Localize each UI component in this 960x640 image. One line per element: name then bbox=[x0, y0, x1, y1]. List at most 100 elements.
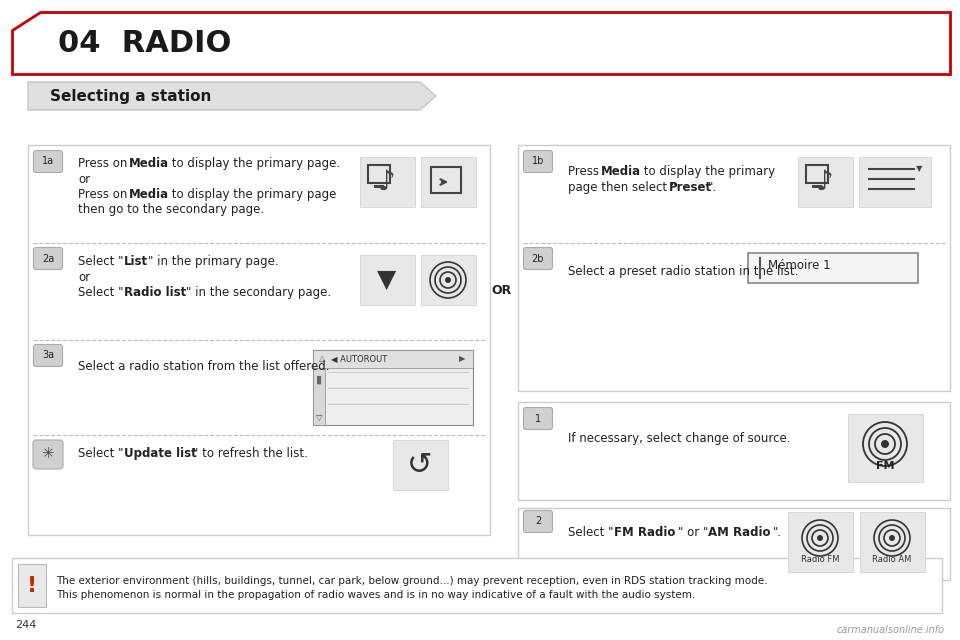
Bar bbox=[860, 512, 925, 572]
Circle shape bbox=[889, 535, 895, 541]
Bar bbox=[518, 508, 950, 580]
Bar bbox=[421, 157, 476, 207]
FancyBboxPatch shape bbox=[523, 511, 553, 532]
Bar bbox=[12, 558, 942, 613]
Text: The exterior environment (hills, buildings, tunnel, car park, below ground...) m: The exterior environment (hills, buildin… bbox=[56, 576, 767, 586]
Text: Select ": Select " bbox=[78, 286, 124, 299]
Text: Radio AM: Radio AM bbox=[873, 556, 912, 564]
Text: ▼: ▼ bbox=[916, 164, 923, 173]
Text: 1b: 1b bbox=[532, 157, 544, 166]
FancyBboxPatch shape bbox=[523, 248, 553, 269]
FancyBboxPatch shape bbox=[33, 440, 63, 469]
Text: 3a: 3a bbox=[42, 351, 54, 360]
Text: ♪: ♪ bbox=[816, 168, 834, 196]
Text: 1a: 1a bbox=[42, 157, 54, 166]
Bar bbox=[806, 165, 828, 183]
Bar bbox=[812, 185, 822, 188]
Text: ▼: ▼ bbox=[377, 268, 396, 292]
Circle shape bbox=[817, 535, 823, 541]
Text: page then select ": page then select " bbox=[568, 181, 676, 194]
Text: Select ": Select " bbox=[568, 526, 613, 539]
Text: Select a preset radio station in the list.: Select a preset radio station in the lis… bbox=[568, 265, 799, 278]
Text: 2a: 2a bbox=[42, 253, 54, 264]
Text: FM: FM bbox=[876, 461, 895, 471]
FancyBboxPatch shape bbox=[34, 344, 62, 367]
Text: to display the primary: to display the primary bbox=[640, 165, 775, 178]
Text: Press: Press bbox=[568, 165, 603, 178]
FancyBboxPatch shape bbox=[523, 150, 553, 173]
Text: " in the primary page.: " in the primary page. bbox=[148, 255, 278, 268]
Bar bbox=[360, 157, 415, 207]
Text: ▶: ▶ bbox=[459, 355, 465, 364]
Text: ▽: ▽ bbox=[316, 413, 323, 422]
Text: Mémoire 1: Mémoire 1 bbox=[768, 259, 830, 272]
Bar bbox=[313, 350, 473, 425]
Text: Press on: Press on bbox=[78, 188, 132, 201]
Bar bbox=[360, 255, 415, 305]
Bar bbox=[18, 564, 46, 607]
Bar bbox=[788, 512, 853, 572]
Text: Radio FM: Radio FM bbox=[801, 556, 839, 564]
Text: to display the primary page: to display the primary page bbox=[168, 188, 336, 201]
Text: ♪: ♪ bbox=[378, 168, 396, 196]
Text: 2b: 2b bbox=[532, 253, 544, 264]
Text: Preset: Preset bbox=[669, 181, 712, 194]
FancyBboxPatch shape bbox=[523, 408, 553, 429]
Text: Select ": Select " bbox=[78, 255, 124, 268]
Text: " or ": " or " bbox=[678, 526, 708, 539]
Text: ✳: ✳ bbox=[41, 447, 55, 461]
Text: Selecting a station: Selecting a station bbox=[50, 88, 211, 104]
Text: " to refresh the list.: " to refresh the list. bbox=[193, 447, 308, 460]
Text: 244: 244 bbox=[15, 620, 36, 630]
Bar bbox=[368, 165, 390, 183]
Bar bbox=[421, 255, 476, 305]
Text: This phenomenon is normal in the propagation of radio waves and is in no way ind: This phenomenon is normal in the propaga… bbox=[56, 590, 695, 600]
Text: Update list: Update list bbox=[124, 447, 197, 460]
Bar bbox=[431, 167, 461, 193]
Bar bbox=[848, 414, 923, 482]
Bar bbox=[313, 368, 325, 425]
Polygon shape bbox=[12, 12, 950, 74]
Text: AM Radio: AM Radio bbox=[708, 526, 771, 539]
Text: ▮: ▮ bbox=[316, 375, 322, 385]
Text: ◀ AUTOROUT: ◀ AUTOROUT bbox=[331, 355, 387, 364]
Bar bbox=[28, 145, 490, 535]
Text: ".: ". bbox=[773, 526, 782, 539]
Text: OR: OR bbox=[492, 284, 512, 296]
Bar bbox=[313, 350, 473, 368]
FancyBboxPatch shape bbox=[34, 150, 62, 173]
Bar bbox=[748, 253, 918, 283]
Circle shape bbox=[881, 440, 889, 448]
Text: Radio list: Radio list bbox=[124, 286, 186, 299]
Text: or: or bbox=[78, 271, 90, 284]
Bar bbox=[518, 145, 950, 391]
Text: 1: 1 bbox=[535, 413, 541, 424]
Text: Select ": Select " bbox=[78, 447, 124, 460]
Text: or: or bbox=[78, 173, 90, 186]
Bar bbox=[798, 157, 853, 207]
Text: to display the primary page.: to display the primary page. bbox=[168, 157, 340, 170]
Bar bbox=[859, 157, 931, 207]
Text: ".: ". bbox=[708, 181, 717, 194]
Text: ↺: ↺ bbox=[407, 451, 433, 479]
Text: 04  RADIO: 04 RADIO bbox=[58, 29, 231, 58]
Bar bbox=[374, 185, 384, 188]
Text: " in the secondary page.: " in the secondary page. bbox=[186, 286, 331, 299]
Text: carmanualsonline.info: carmanualsonline.info bbox=[837, 625, 945, 635]
Text: List: List bbox=[124, 255, 148, 268]
Bar bbox=[393, 440, 448, 490]
Text: If necessary, select change of source.: If necessary, select change of source. bbox=[568, 432, 790, 445]
Text: △: △ bbox=[319, 355, 325, 364]
Circle shape bbox=[445, 277, 451, 283]
Text: Media: Media bbox=[129, 188, 169, 201]
Text: Press on: Press on bbox=[78, 157, 132, 170]
Text: then go to the secondary page.: then go to the secondary page. bbox=[78, 203, 264, 216]
Polygon shape bbox=[28, 82, 436, 110]
Text: FM Radio: FM Radio bbox=[614, 526, 676, 539]
Text: Select a radio station from the list offered.: Select a radio station from the list off… bbox=[78, 360, 329, 373]
Bar bbox=[518, 402, 950, 500]
Text: Media: Media bbox=[601, 165, 641, 178]
Text: !: ! bbox=[27, 576, 37, 596]
Text: 2: 2 bbox=[535, 516, 541, 527]
FancyBboxPatch shape bbox=[34, 248, 62, 269]
